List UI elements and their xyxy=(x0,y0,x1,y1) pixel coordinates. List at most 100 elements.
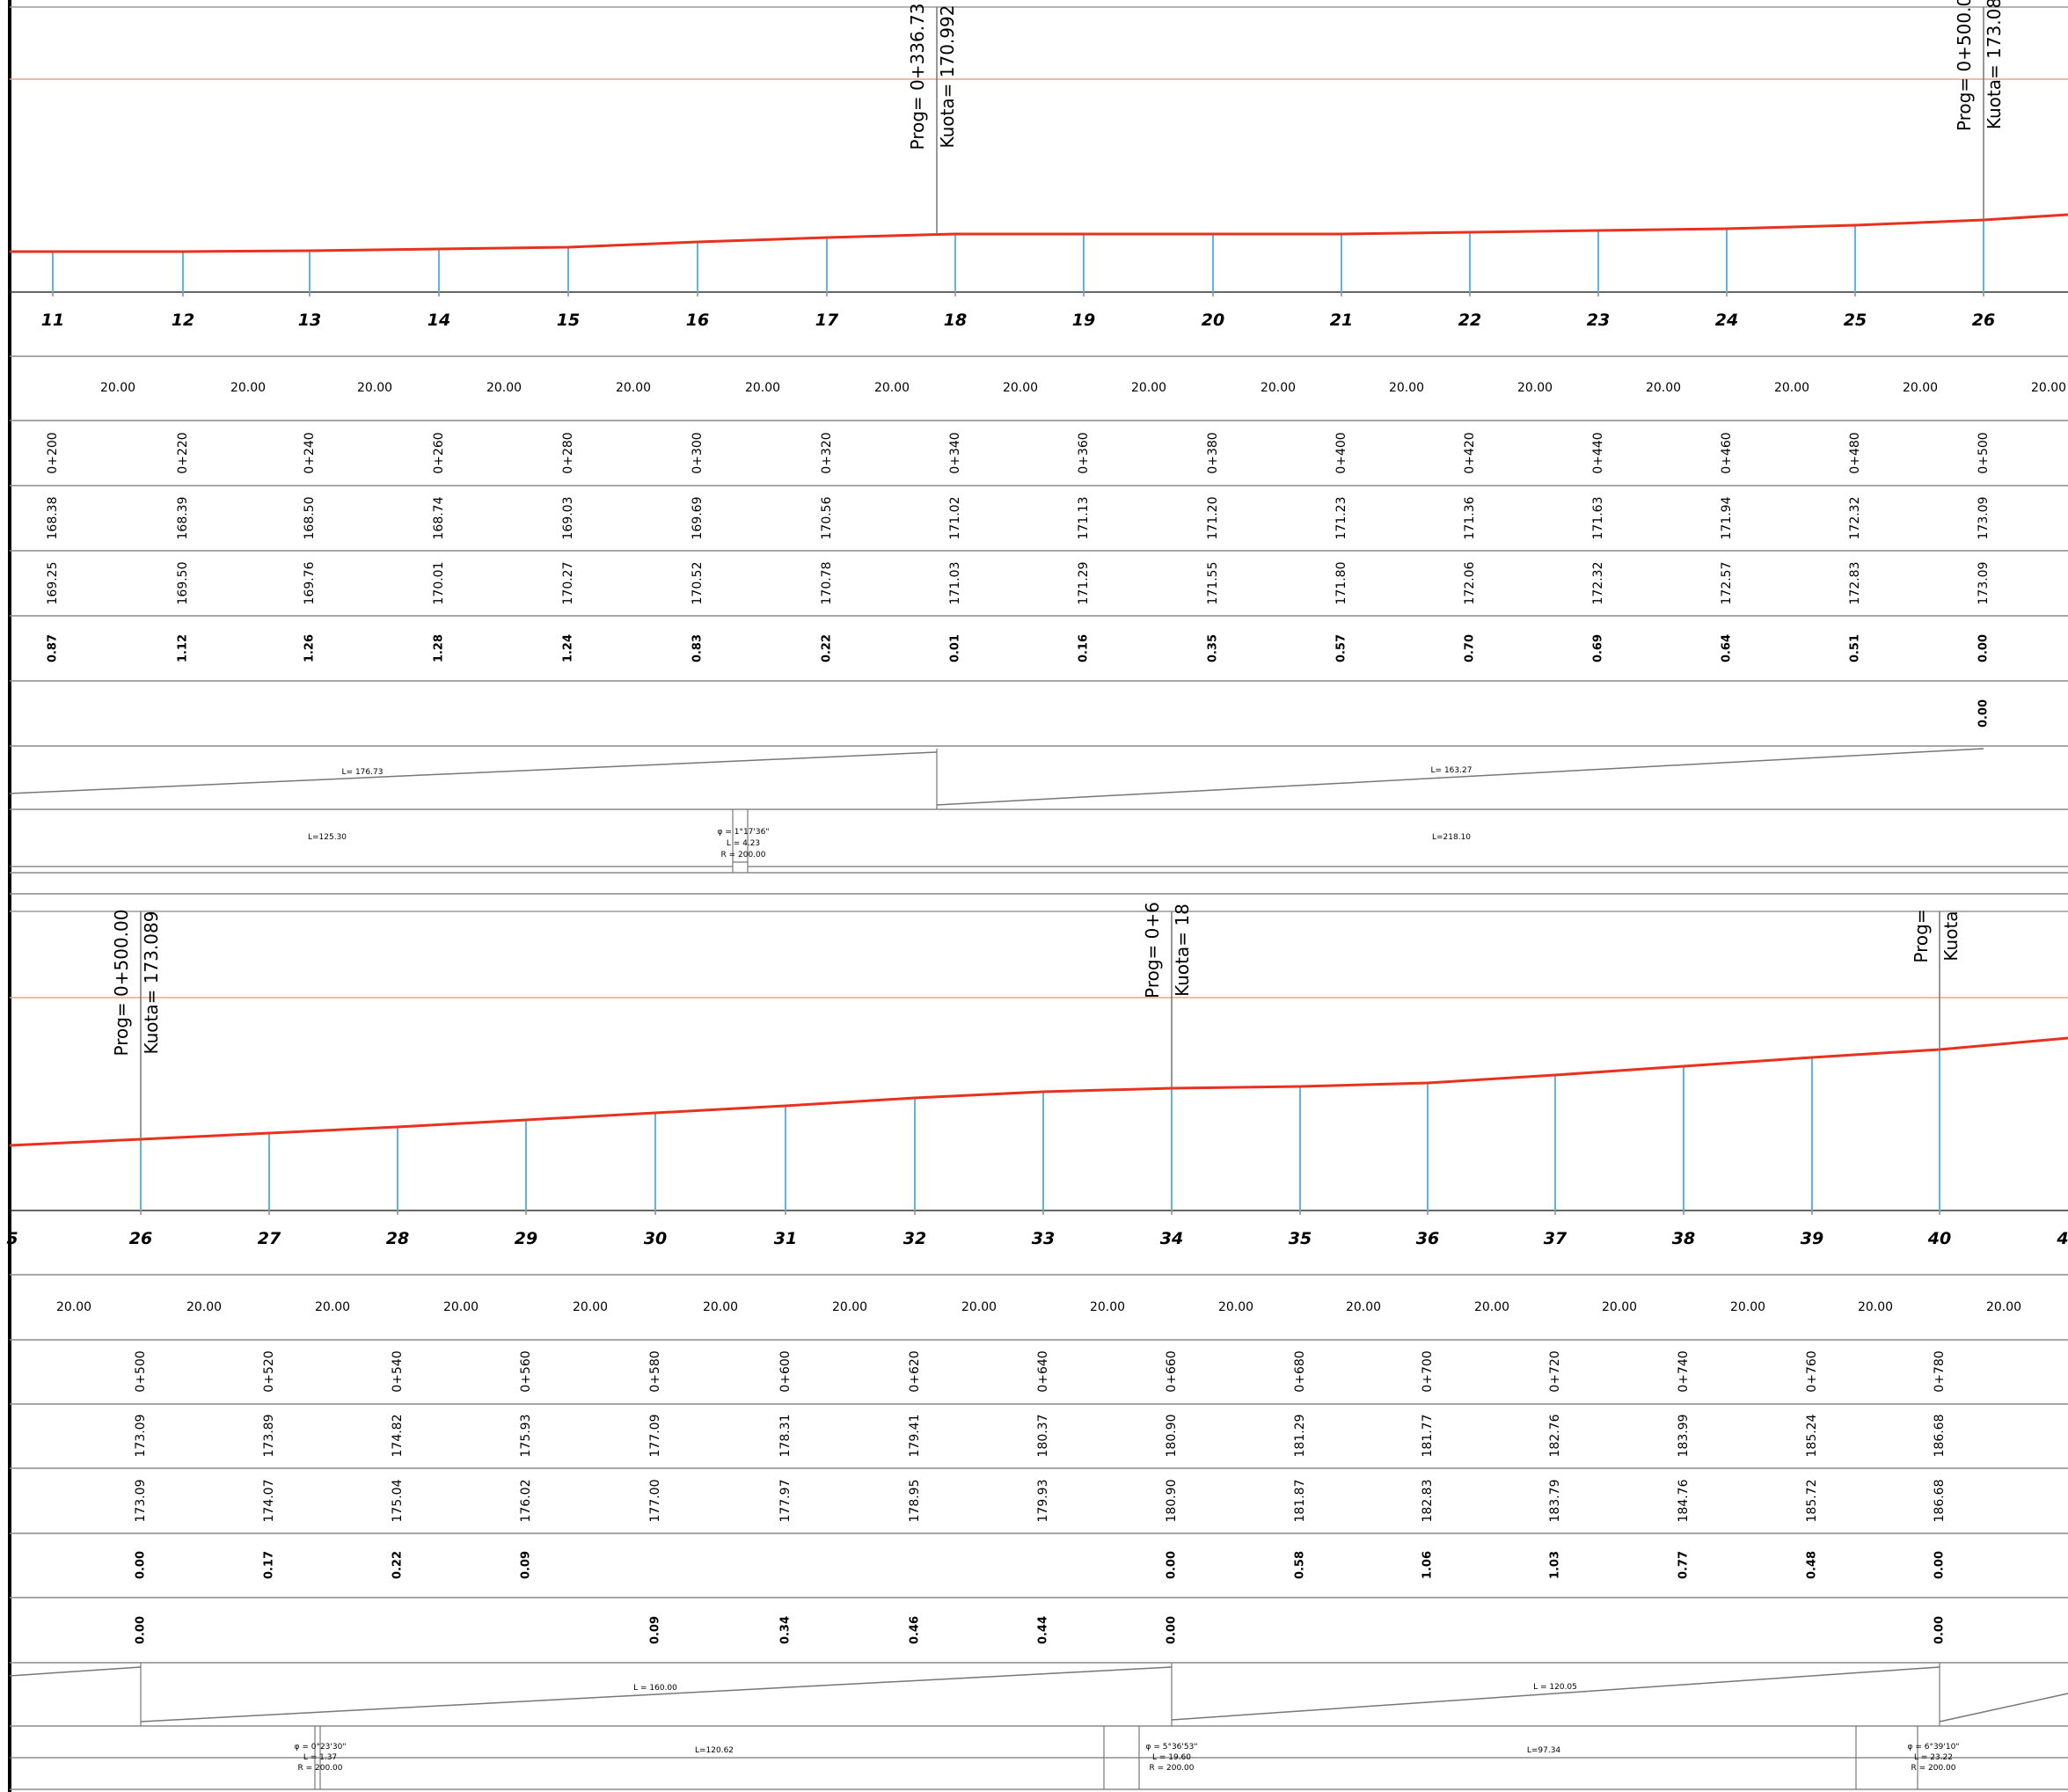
chainage-value: 0+560 xyxy=(519,1350,533,1392)
chainage-value: 0+760 xyxy=(1805,1350,1819,1392)
segment-distance: 20.00 xyxy=(100,381,135,395)
chainage-value: 0+220 xyxy=(176,432,190,473)
fill-depth: 1.03 xyxy=(1549,1551,1562,1579)
chainage-value: 0+240 xyxy=(303,432,317,473)
fill-depth: 0.70 xyxy=(1464,634,1477,662)
chainage-value: 0+740 xyxy=(1677,1350,1691,1392)
station-number: 36 xyxy=(1416,1229,1439,1248)
segment-distance: 20.00 xyxy=(1389,381,1424,395)
fill-depth: 0.16 xyxy=(1078,634,1091,662)
station-number: 23 xyxy=(1587,311,1610,330)
ground-elevation: 181.29 xyxy=(1293,1415,1307,1458)
chainage-value: 0+580 xyxy=(648,1350,662,1392)
design-elevation: 177.00 xyxy=(648,1480,662,1523)
design-elevation: 169.25 xyxy=(46,562,60,605)
chainage-value: 0+320 xyxy=(820,432,834,473)
fill-depth: 0.00 xyxy=(1977,634,1991,662)
station-number: 29 xyxy=(515,1229,537,1248)
station-number: 37 xyxy=(1544,1229,1567,1248)
ground-elevation: 186.68 xyxy=(1933,1415,1947,1458)
marker-kuota: Kuota= 170.992 xyxy=(937,5,958,149)
segment-distance: 20.00 xyxy=(1986,1300,2021,1314)
design-elevation: 172.57 xyxy=(1720,562,1734,605)
chainage-value: 0+700 xyxy=(1421,1350,1435,1392)
panel-1 xyxy=(9,6,2068,895)
fill-depth: 0.22 xyxy=(821,634,834,662)
grade-line-1 xyxy=(140,1666,1173,1723)
ground-elevation: 171.20 xyxy=(1206,497,1220,540)
segment-distance: 20.00 xyxy=(1003,381,1038,395)
marker-kuota: Kuota xyxy=(1940,911,1962,961)
station-number: 4 xyxy=(2056,1229,2068,1248)
design-elevation: 183.79 xyxy=(1548,1480,1562,1523)
ground-elevation: 185.24 xyxy=(1805,1414,1819,1457)
marker-prog: Prog= 0+500.00 xyxy=(111,909,132,1056)
segment-distance: 20.00 xyxy=(357,381,392,395)
chainage-value: 0+500 xyxy=(134,1350,148,1392)
station-number: 20 xyxy=(1202,311,1224,330)
ground-elevation: 179.41 xyxy=(908,1415,922,1458)
ground-elevation: 177.09 xyxy=(648,1415,662,1458)
chainage-value: 0+200 xyxy=(46,432,60,473)
alignment-length-label: L=218.10 xyxy=(1432,833,1471,842)
station-number: 14 xyxy=(427,311,450,330)
curve-length: L = 1.37 xyxy=(303,1753,337,1762)
station-number: 27 xyxy=(258,1229,281,1248)
station-number: 34 xyxy=(1160,1229,1183,1248)
design-elevation: 171.29 xyxy=(1077,562,1091,605)
cut-depth: 0.00 xyxy=(135,1616,148,1644)
ground-elevation: 171.94 xyxy=(1720,496,1734,539)
segment-distance: 20.00 xyxy=(573,1300,608,1314)
ground-elevation: 175.93 xyxy=(519,1415,533,1458)
chainage-value: 0+720 xyxy=(1548,1350,1562,1392)
station-number: 25 xyxy=(1844,311,1867,330)
curve-angle: φ = 6°39'10" xyxy=(1908,1743,1960,1752)
station-number: 22 xyxy=(1458,311,1481,330)
segment-distance: 20.00 xyxy=(1131,381,1166,395)
fill-depth: 0.77 xyxy=(1677,1551,1691,1579)
segment-distance: 20.00 xyxy=(874,381,910,395)
design-elevation: 173.09 xyxy=(134,1480,148,1523)
design-elevation: 170.27 xyxy=(561,562,575,605)
fill-depth: 0.22 xyxy=(391,1551,405,1579)
chainage-value: 0+400 xyxy=(1334,432,1348,473)
design-elevation: 173.09 xyxy=(1977,562,1991,605)
design-elevation: 176.02 xyxy=(519,1480,533,1523)
design-elevation: 184.76 xyxy=(1677,1479,1691,1522)
fill-depth: 1.28 xyxy=(433,634,446,662)
segment-distance: 20.00 xyxy=(1858,1300,1893,1314)
chainage-value: 0+420 xyxy=(1463,432,1477,473)
grade-line-0 xyxy=(9,1666,142,1677)
dynamic-content: 11 20.00 0+200 168.38 169.25 0.87 12 20.00 0+220… xyxy=(6,0,2068,1773)
segment-distance: 20.00 xyxy=(1903,381,1938,395)
segment-distance: 20.00 xyxy=(1346,1300,1381,1314)
marker-kuota: Kuota= 173.08 xyxy=(1984,0,2005,129)
alignment-length-label: L=120.62 xyxy=(695,1746,734,1755)
fill-depth: 0.57 xyxy=(1335,634,1348,662)
station-number: 18 xyxy=(944,311,967,330)
design-elevation: 172.32 xyxy=(1591,562,1605,605)
cut-depth: 0.00 xyxy=(1166,1616,1179,1644)
fill-depth: 0.64 xyxy=(1721,634,1734,662)
station-number: 5 xyxy=(6,1229,18,1248)
ground-elevation: 168.50 xyxy=(303,497,317,540)
segment-distance: 20.00 xyxy=(1474,1300,1509,1314)
cut-depth: 0.34 xyxy=(779,1616,793,1644)
segment-distance: 20.00 xyxy=(1602,1300,1637,1314)
ground-elevation: 169.69 xyxy=(691,497,705,540)
segment-distance: 20.00 xyxy=(443,1300,479,1314)
station-number: 21 xyxy=(1330,311,1353,330)
fill-depth: 1.26 xyxy=(303,634,317,662)
chainage-value: 0+340 xyxy=(948,432,962,473)
chainage-value: 0+460 xyxy=(1720,432,1734,473)
ground-elevation: 180.90 xyxy=(1165,1415,1179,1458)
station-number: 26 xyxy=(1972,311,1995,330)
design-elevation: 177.97 xyxy=(778,1480,793,1523)
segment-distance: 20.00 xyxy=(230,381,266,395)
design-elevation: 180.90 xyxy=(1165,1480,1179,1523)
ground-elevation: 171.63 xyxy=(1591,497,1605,540)
fill-depth: 0.83 xyxy=(691,634,705,662)
ground-elevation: 173.09 xyxy=(134,1415,148,1458)
station-number: 15 xyxy=(557,311,580,330)
design-profile-line xyxy=(10,213,2068,253)
